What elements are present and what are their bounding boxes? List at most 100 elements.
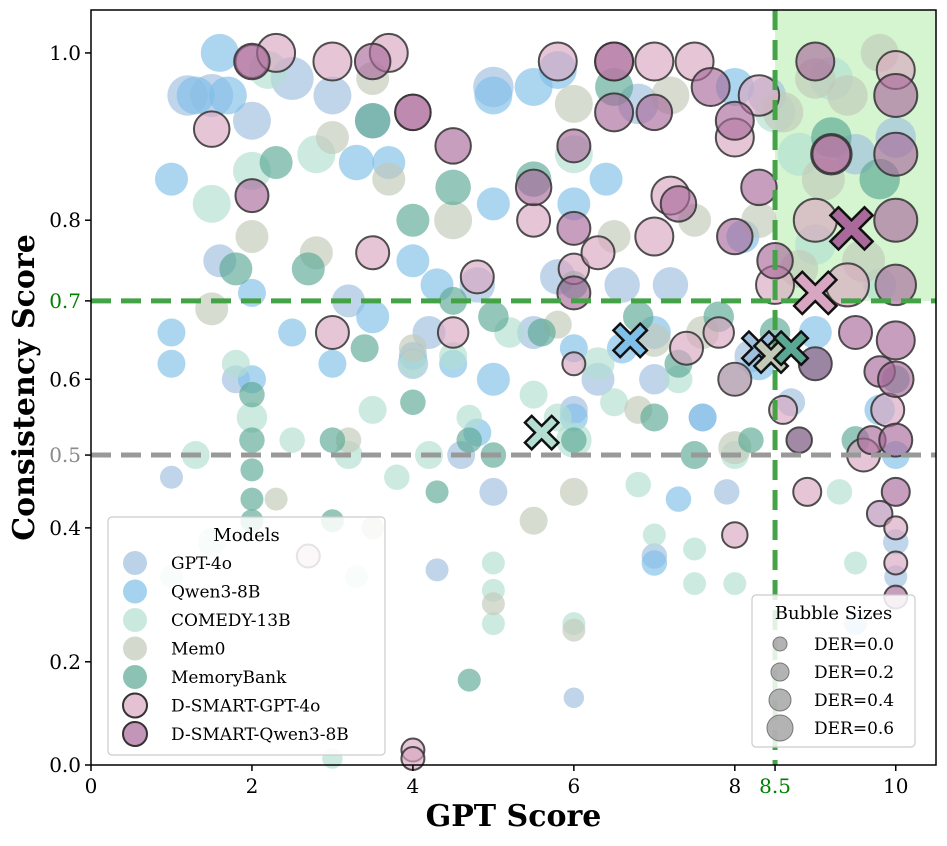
bubble-comedy-13b [192, 184, 231, 223]
size-legend-box [751, 594, 916, 748]
threshold-lines-layer [91, 10, 936, 765]
bubble-comedy-13b [279, 427, 305, 453]
series-d-smart-qwen3-8b [233, 41, 919, 610]
bubble-d-smart-gpt-4o [314, 315, 350, 351]
bubble-d-smart-qwen3-8b [556, 210, 592, 246]
bubble-d-smart-qwen3-8b [434, 127, 472, 165]
bubble-comedy-13b [581, 347, 615, 381]
bubble-d-smart-gpt-4o [561, 351, 587, 377]
y-tick-label: 0.2 [49, 650, 81, 674]
bubble-d-smart-qwen3-8b [875, 320, 916, 361]
bubble-mem0 [559, 477, 588, 506]
bubble-d-smart-qwen3-8b [353, 42, 392, 81]
legend-swatch [122, 721, 148, 747]
bubble-d-smart-gpt-4o [702, 316, 735, 349]
legend-item-comedy-13b: COMEDY-13B [123, 608, 291, 632]
bubble-qwen3-8b [641, 550, 668, 576]
bubble-qwen3-8b [200, 33, 239, 72]
y-tick-label: 0.6 [49, 367, 81, 391]
legend-item-d-smart-gpt-4o: D-SMART-GPT-4o [122, 692, 320, 719]
x-tick-label: 8 [728, 774, 741, 798]
bubble-gpt-4o [425, 558, 449, 582]
bubble-memorybank [240, 458, 264, 482]
bubble-d-smart-qwen3-8b [233, 42, 271, 81]
legend-item-qwen3-8b: Qwen3-8B [123, 579, 260, 604]
bubble-d-smart-gpt-4o [721, 521, 749, 549]
x-threshold-tick-label: 8.5 [759, 774, 791, 798]
centroid-marker-comedy-13b [523, 414, 561, 452]
bubble-d-smart-gpt-4o [717, 361, 753, 397]
bubble-d-smart-gpt-4o [870, 392, 906, 428]
bubble-mem0 [434, 201, 473, 240]
legend-label: COMEDY-13B [171, 611, 291, 631]
bubble-d-smart-gpt-4o [865, 499, 894, 528]
y-axis-title: Consistency Score [7, 234, 42, 541]
bubble-d-smart-qwen3-8b [690, 66, 731, 107]
bubble-qwen3-8b [476, 362, 510, 396]
bubble-d-smart-gpt-4o [883, 515, 909, 541]
bubble-d-smart-gpt-4o [192, 110, 231, 148]
legend-item-gpt-4o: GPT-4o [123, 551, 232, 575]
bubble-qwen3-8b [154, 162, 188, 196]
bubble-gpt-4o [714, 479, 740, 505]
bubble-qwen3-8b [318, 349, 347, 378]
size-legend-swatch [772, 636, 788, 652]
legend-label: GPT-4o [171, 554, 232, 574]
size-legend-item: DER=0.0 [772, 635, 894, 655]
legend-swatch [123, 551, 147, 575]
bubble-d-smart-gpt-4o [537, 41, 578, 82]
centroid-marker-d-smart-qwen3-8b [828, 205, 875, 252]
bubble-mem0 [235, 220, 269, 254]
bubble-memorybank [396, 203, 430, 237]
bubble-qwen3-8b [356, 300, 390, 334]
bubble-comedy-13b [384, 464, 410, 490]
bubble-mem0 [398, 334, 427, 363]
bubble-memorybank [239, 427, 265, 453]
bubble-mem0 [481, 592, 505, 616]
size-legend-item: DER=0.6 [766, 714, 894, 742]
bubble-d-smart-qwen3-8b [873, 72, 919, 118]
models-legend-title: Models [213, 525, 279, 546]
x-tick-label: 0 [85, 774, 98, 798]
bubble-d-smart-gpt-4o [516, 202, 552, 238]
bubble-mem0 [264, 487, 288, 511]
legend-swatch [123, 608, 147, 632]
bubble-gpt-4o [313, 76, 352, 115]
bubble-d-smart-gpt-4o [792, 197, 838, 243]
bubble-comedy-13b [683, 572, 707, 596]
bubble-qwen3-8b [278, 318, 307, 347]
bubble-d-smart-gpt-4o [737, 74, 781, 117]
bubble-d-smart-qwen3-8b [873, 197, 919, 243]
bubble-d-smart-qwen3-8b [740, 168, 778, 207]
bubble-d-smart-gpt-4o [792, 476, 823, 507]
centroid-marker-memorybank [772, 329, 810, 367]
bubble-d-smart-qwen3-8b [874, 263, 918, 307]
bubble-gpt-4o [232, 101, 271, 140]
axes-layer: 0 2 4 6 8 10 8.5 0.0 0.2 0.4 0.5 0.6 0.7 0.8 1.0 GPT Sc… [7, 9, 937, 834]
legend-item-d-smart-qwen3-8b: D-SMART-Qwen3-8B [122, 721, 349, 747]
bubble-d-smart-qwen3-8b [594, 41, 635, 82]
bubble-qwen3-8b [157, 318, 186, 347]
bubble-mem0 [562, 618, 586, 642]
centroid-marker-d-smart-gpt-4o [792, 270, 839, 316]
bubble-comedy-13b [481, 551, 505, 575]
bubble-memorybank [478, 301, 509, 332]
legend-label: D-SMART-GPT-4o [171, 697, 320, 717]
bubble-mem0 [372, 162, 406, 196]
bubble-comedy-13b [826, 479, 853, 505]
bubble-d-smart-qwen3-8b [785, 426, 813, 454]
bubble-qwen3-8b [208, 76, 247, 115]
legend-label: Qwen3-8B [171, 583, 260, 603]
bubble-qwen3-8b [589, 162, 623, 196]
bubble-d-smart-qwen3-8b [594, 92, 635, 133]
bubble-qwen3-8b [338, 144, 375, 181]
legend-swatch [123, 579, 147, 604]
bubble-gpt-4o [639, 364, 670, 395]
bubble-d-smart-qwen3-8b [556, 275, 592, 311]
bubble-memorybank [425, 480, 449, 504]
bubble-d-smart-gpt-4o [312, 41, 353, 82]
bubble-comedy-13b [723, 572, 747, 596]
centroid-marker-layer [523, 205, 875, 452]
